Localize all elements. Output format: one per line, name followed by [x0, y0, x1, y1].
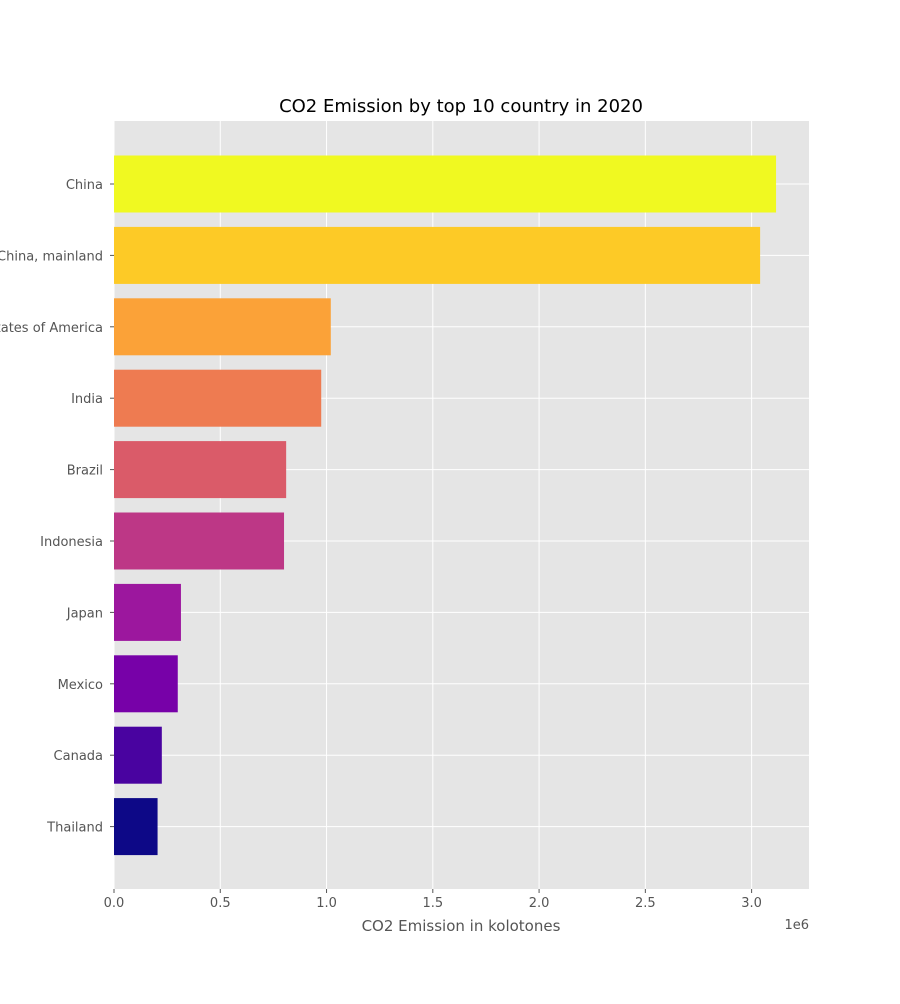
bar	[114, 655, 178, 713]
bar	[114, 369, 322, 427]
x-tick-label: 0.0	[104, 896, 125, 911]
y-tick-label: China	[66, 178, 103, 193]
chart-title: CO2 Emission by top 10 country in 2020	[279, 96, 643, 117]
bar	[114, 441, 287, 499]
y-tick-label: Canada	[54, 749, 103, 764]
y-tick-label: Brazil	[67, 464, 103, 479]
y-tick-label: Japan	[66, 606, 103, 621]
x-tick-label: 2.5	[635, 896, 656, 911]
y-tick-label: United States of America	[0, 321, 103, 336]
x-axis-label: CO2 Emission in kolotones	[362, 917, 561, 935]
x-tick-label: 1.0	[316, 896, 337, 911]
x-axis-offset-text: 1e6	[784, 918, 809, 933]
y-tick-label: India	[71, 392, 103, 407]
bars	[114, 155, 777, 856]
x-tick-label: 0.5	[210, 896, 231, 911]
x-tick-label: 3.0	[741, 896, 762, 911]
y-tick-label: Mexico	[58, 678, 103, 693]
y-tick-label: Indonesia	[40, 535, 103, 550]
y-axis-ticks: China China, mainland United States of Ame…	[0, 178, 114, 836]
bar	[114, 298, 331, 356]
bar	[114, 512, 285, 570]
bar	[114, 798, 158, 856]
bar	[114, 155, 777, 213]
bar	[114, 726, 162, 784]
y-tick-label: China, mainland	[0, 249, 103, 264]
x-axis-ticks: 0.0 0.5 1.0 1.5 2.0 2.5 3.0	[104, 889, 762, 911]
x-tick-label: 1.5	[422, 896, 443, 911]
bar	[114, 226, 761, 284]
x-tick-label: 2.0	[529, 896, 550, 911]
y-tick-label: Thailand	[46, 821, 103, 836]
bar	[114, 583, 181, 641]
